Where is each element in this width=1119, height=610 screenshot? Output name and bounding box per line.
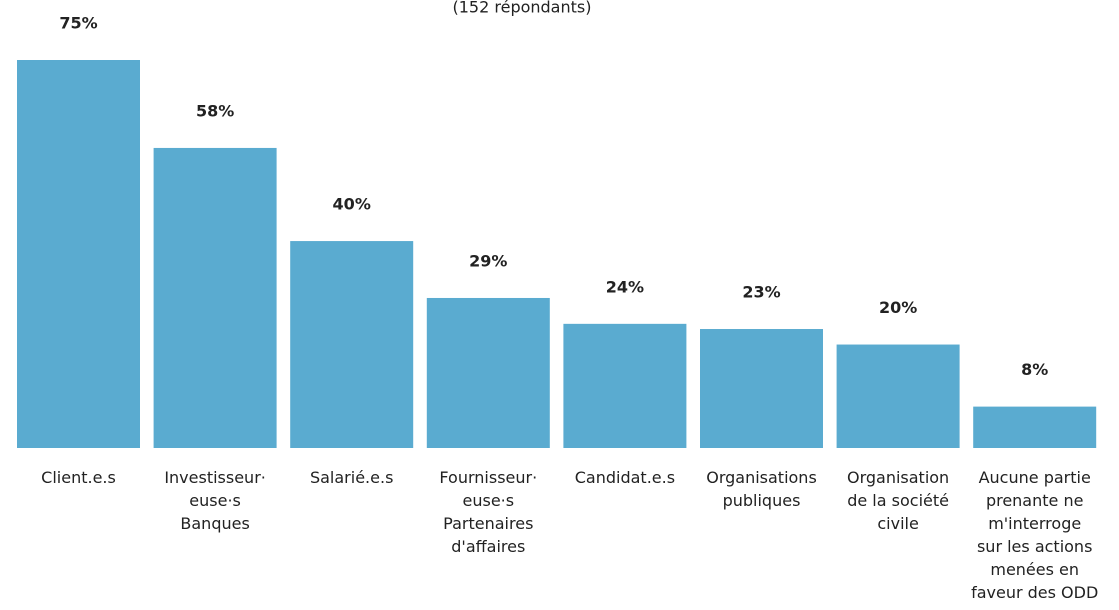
bar bbox=[290, 241, 414, 448]
x-tick-label: Fournisseur· euse·s Partenaires d'affaires bbox=[439, 468, 537, 556]
value-label: 23% bbox=[742, 283, 780, 302]
value-label: 24% bbox=[606, 277, 644, 296]
x-tick-label: Investisseur· euse·s Banques bbox=[164, 468, 266, 533]
bar bbox=[153, 147, 277, 449]
bar bbox=[17, 60, 140, 448]
bar bbox=[426, 297, 550, 448]
value-label: 8% bbox=[1021, 360, 1048, 379]
x-tick-label: Candidat.e.s bbox=[575, 468, 675, 487]
value-label: 75% bbox=[59, 14, 97, 33]
value-label: 20% bbox=[879, 298, 917, 317]
bar bbox=[973, 406, 1097, 448]
x-tick-label: Salarié.e.s bbox=[310, 468, 393, 487]
value-label: 40% bbox=[333, 195, 371, 214]
bar bbox=[700, 329, 823, 448]
bar bbox=[836, 344, 960, 448]
chart-subtitle: (152 répondants) bbox=[453, 0, 592, 17]
bar bbox=[563, 323, 687, 448]
value-label: 58% bbox=[196, 101, 234, 120]
x-tick-label: Client.e.s bbox=[41, 468, 116, 487]
x-tick-label: Organisation de la société civile bbox=[847, 468, 949, 533]
x-tick-label: Aucune partie prenante ne m'interroge sur l… bbox=[971, 468, 1098, 602]
value-label: 29% bbox=[469, 251, 507, 270]
x-tick-label: Organisations publiques bbox=[706, 468, 817, 510]
